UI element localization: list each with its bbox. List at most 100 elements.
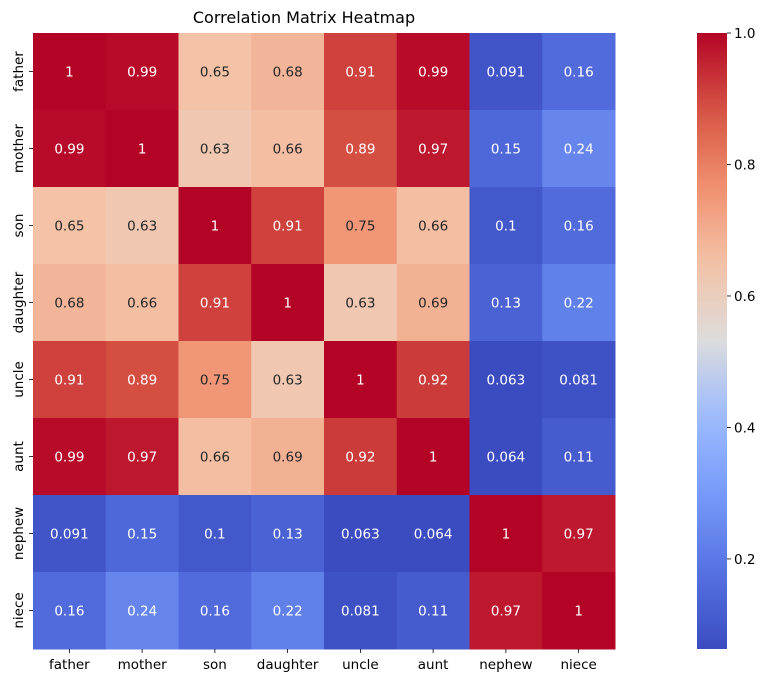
heatmap-cell-aunt-nephew bbox=[469, 418, 543, 496]
cell-annotation: 1 bbox=[356, 373, 365, 389]
heatmap-cell-father-aunt bbox=[396, 33, 470, 111]
heatmap-cell-uncle-nephew bbox=[469, 341, 543, 419]
heatmap-cell-mother-mother bbox=[105, 110, 179, 188]
x-tick-label-daughter: daughter bbox=[257, 657, 319, 673]
cell-annotation: 0.69 bbox=[418, 296, 448, 312]
cell-annotation: 0.22 bbox=[273, 604, 303, 620]
cell-annotation: 0.063 bbox=[341, 527, 380, 543]
cell-annotation: 0.24 bbox=[127, 604, 157, 620]
cell-annotation: 0.63 bbox=[200, 142, 230, 158]
cell-annotation: 0.68 bbox=[273, 65, 303, 81]
cell-annotation: 0.63 bbox=[345, 296, 375, 312]
heatmap-cell-mother-father bbox=[33, 110, 107, 188]
heatmap-cell-nephew-niece bbox=[542, 495, 616, 573]
cell-annotation: 0.66 bbox=[200, 450, 230, 466]
heatmap-cell-son-daughter bbox=[251, 187, 325, 265]
heatmap-cell-father-son bbox=[178, 33, 252, 111]
cell-annotation: 0.66 bbox=[127, 296, 157, 312]
heatmap-cell-father-niece bbox=[542, 33, 616, 111]
y-tick-label-uncle: uncle bbox=[11, 361, 27, 398]
heatmap-cell-daughter-nephew bbox=[469, 264, 543, 342]
cell-annotation: 1 bbox=[502, 527, 511, 543]
colorbar-tick-label: 0.4 bbox=[734, 420, 755, 436]
heatmap-cells bbox=[33, 33, 616, 650]
cell-annotation: 0.091 bbox=[487, 65, 526, 81]
heatmap-cell-uncle-daughter bbox=[251, 341, 325, 419]
cell-annotation: 0.081 bbox=[559, 373, 598, 389]
heatmap-cell-father-father bbox=[33, 33, 107, 111]
cell-annotation: 1 bbox=[283, 296, 292, 312]
cell-annotation: 1 bbox=[429, 450, 438, 466]
y-tick-label-son: son bbox=[11, 214, 27, 238]
heatmap-cell-mother-son bbox=[178, 110, 252, 188]
heatmap-cell-niece-father bbox=[33, 572, 107, 650]
heatmap-cell-uncle-son bbox=[178, 341, 252, 419]
chart-title: Correlation Matrix Heatmap bbox=[193, 8, 415, 27]
heatmap-cell-aunt-niece bbox=[542, 418, 616, 496]
heatmap-cell-daughter-niece bbox=[542, 264, 616, 342]
heatmap-cell-uncle-uncle bbox=[324, 341, 398, 419]
cell-annotation: 0.92 bbox=[418, 373, 448, 389]
x-tick-label-father: father bbox=[49, 657, 90, 673]
x-tick-label-mother: mother bbox=[118, 657, 168, 673]
cell-annotation: 0.99 bbox=[127, 65, 157, 81]
cell-annotation: 0.063 bbox=[487, 373, 526, 389]
heatmap-cell-daughter-father bbox=[33, 264, 107, 342]
heatmap-cell-nephew-son bbox=[178, 495, 252, 573]
heatmap-cell-niece-son bbox=[178, 572, 252, 650]
heatmap-cell-daughter-son bbox=[178, 264, 252, 342]
cell-annotation: 0.97 bbox=[127, 450, 157, 466]
heatmap-cell-mother-daughter bbox=[251, 110, 325, 188]
cell-annotation: 0.081 bbox=[341, 604, 380, 620]
colorbar-gradient bbox=[697, 33, 727, 649]
cell-annotation: 1 bbox=[65, 65, 74, 81]
heatmap-cell-son-son bbox=[178, 187, 252, 265]
cell-annotation: 0.75 bbox=[200, 373, 230, 389]
heatmap-cell-nephew-father bbox=[33, 495, 107, 573]
heatmap-cell-father-nephew bbox=[469, 33, 543, 111]
cell-annotation: 0.15 bbox=[127, 527, 157, 543]
cell-annotation: 0.91 bbox=[54, 373, 84, 389]
cell-annotation: 0.1 bbox=[204, 527, 225, 543]
colorbar-tick-label: 0.8 bbox=[734, 157, 755, 173]
cell-annotation: 0.22 bbox=[564, 296, 594, 312]
heatmap-cell-mother-niece bbox=[542, 110, 616, 188]
y-tick-label-niece: niece bbox=[11, 592, 27, 628]
heatmap-cell-daughter-daughter bbox=[251, 264, 325, 342]
x-tick-label-aunt: aunt bbox=[418, 657, 449, 673]
cell-annotation: 0.091 bbox=[50, 527, 89, 543]
cell-annotation: 0.11 bbox=[564, 450, 594, 466]
heatmap-annotations: 1 0.99 0.65 0.68 0.91 0.99 0.091 0.16 0.99 1 0.63 0… bbox=[50, 65, 598, 620]
colorbar-tick-label: 0.6 bbox=[734, 289, 755, 305]
heatmap-cell-aunt-uncle bbox=[324, 418, 398, 496]
cell-annotation: 0.65 bbox=[54, 219, 84, 235]
heatmap-cell-aunt-son bbox=[178, 418, 252, 496]
heatmap-cell-son-mother bbox=[105, 187, 179, 265]
y-tick-label-mother: mother bbox=[11, 123, 27, 173]
cell-annotation: 0.16 bbox=[200, 604, 230, 620]
cell-annotation: 1 bbox=[211, 219, 220, 235]
cell-annotation: 0.99 bbox=[418, 65, 448, 81]
cell-annotation: 0.13 bbox=[273, 527, 303, 543]
cell-annotation: 0.92 bbox=[345, 450, 375, 466]
heatmap-cell-son-father bbox=[33, 187, 107, 265]
x-tick-label-niece: niece bbox=[560, 657, 596, 673]
cell-annotation: 0.16 bbox=[54, 604, 84, 620]
heatmap-cell-niece-nephew bbox=[469, 572, 543, 650]
cell-annotation: 0.16 bbox=[564, 219, 594, 235]
cell-annotation: 0.89 bbox=[345, 142, 375, 158]
heatmap-cell-uncle-aunt bbox=[396, 341, 470, 419]
cell-annotation: 0.13 bbox=[491, 296, 521, 312]
x-tick-label-son: son bbox=[203, 657, 227, 673]
heatmap-cell-son-aunt bbox=[396, 187, 470, 265]
cell-annotation: 0.11 bbox=[418, 604, 448, 620]
heatmap-cell-nephew-uncle bbox=[324, 495, 398, 573]
heatmap-cell-niece-niece bbox=[542, 572, 616, 650]
cell-annotation: 0.63 bbox=[273, 373, 303, 389]
cell-annotation: 0.99 bbox=[54, 450, 84, 466]
heatmap-cell-father-uncle bbox=[324, 33, 398, 111]
heatmap-cell-nephew-daughter bbox=[251, 495, 325, 573]
cell-annotation: 0.91 bbox=[273, 219, 303, 235]
